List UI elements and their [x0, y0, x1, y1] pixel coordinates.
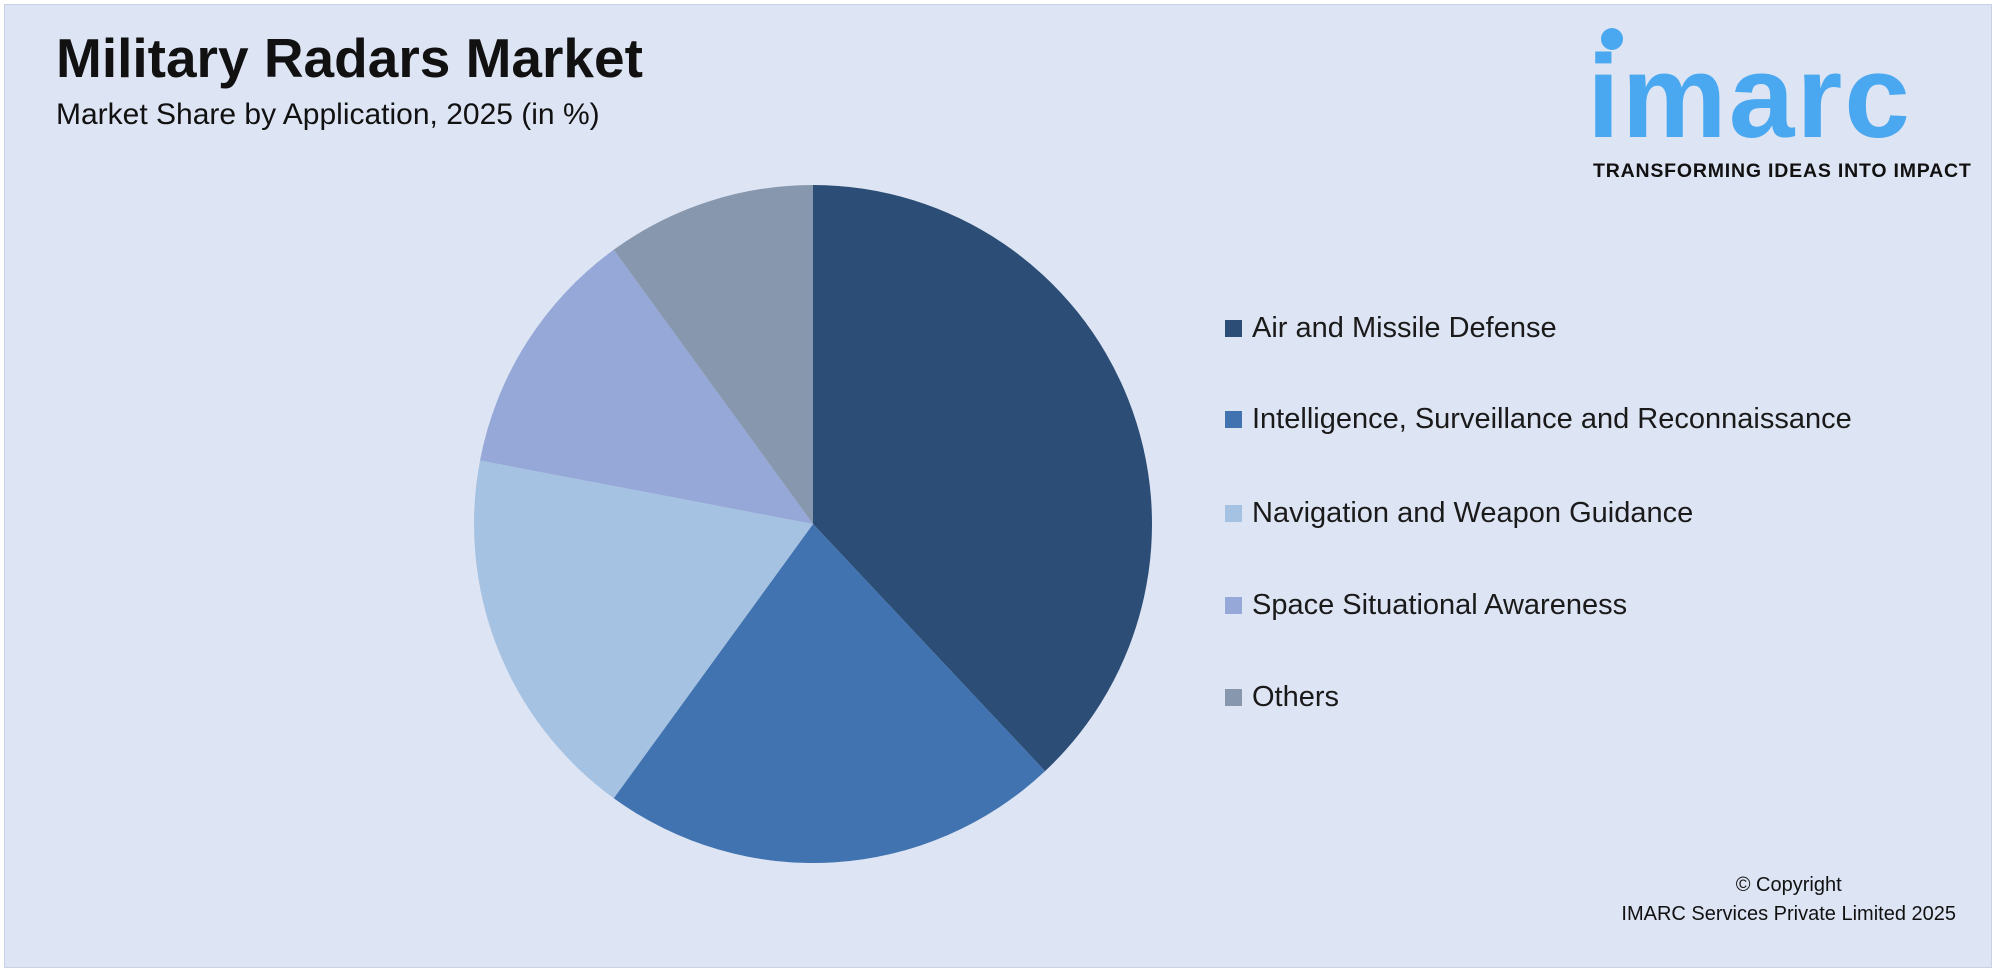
- pie-slice-intelligence-surveillance-and-reconnaissance: [613, 524, 1046, 863]
- logo-tagline: TRANSFORMING IDEAS INTO IMPACT: [1593, 160, 1972, 182]
- chart-title: Military Radars Market: [56, 27, 643, 89]
- legend-label: Navigation and Weapon Guidance: [1252, 497, 1694, 529]
- legend-label: Air and Missile Defense: [1252, 312, 1557, 344]
- legend-label: Intelligence, Surveillance and Reconnais…: [1252, 403, 1852, 435]
- legend-item: Intelligence, Surveillance and Reconnais…: [1225, 403, 1852, 436]
- legend-swatch: [1225, 505, 1242, 522]
- pie-slice-others: [613, 185, 813, 524]
- logo-wordmark: imarc: [1587, 31, 1912, 163]
- copyright: © Copyright IMARC Services Private Limit…: [1621, 874, 1956, 926]
- logo-dot-icon: [1601, 28, 1623, 50]
- copyright-line1: © Copyright: [1735, 874, 1842, 896]
- legend-item: Others: [1225, 681, 1339, 714]
- legend-label: Space Situational Awareness: [1252, 589, 1628, 621]
- legend-item: Navigation and Weapon Guidance: [1225, 497, 1693, 530]
- copyright-line2: IMARC Services Private Limited 2025: [1621, 903, 1956, 925]
- legend-swatch: [1225, 597, 1242, 614]
- pie-slice-space-situational-awareness: [480, 249, 813, 525]
- legend-item: Space Situational Awareness: [1225, 589, 1627, 622]
- imarc-logo: imarc TRANSFORMING IDEAS INTO IMPACT: [1585, 20, 1975, 190]
- legend-swatch: [1225, 689, 1242, 706]
- legend-label: Others: [1252, 681, 1340, 713]
- pie-slice-air-and-missile-defense: [813, 185, 1153, 772]
- legend-item: Air and Missile Defense: [1225, 312, 1557, 345]
- chart-subtitle: Market Share by Application, 2025 (in %): [56, 98, 600, 131]
- pie-slice-navigation-and-weapon-guidance: [473, 460, 813, 799]
- legend-swatch: [1225, 411, 1242, 428]
- legend-swatch: [1225, 320, 1242, 337]
